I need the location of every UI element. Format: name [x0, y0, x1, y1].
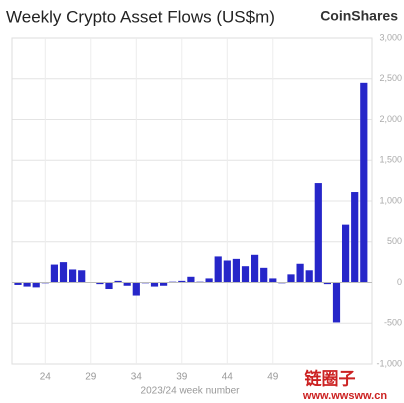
bar — [105, 282, 113, 290]
bar — [114, 280, 122, 283]
bar — [214, 256, 222, 283]
y-tick-label: 2,000 — [379, 114, 402, 124]
bar — [123, 282, 131, 286]
bar — [360, 82, 368, 283]
x-tick-label: 49 — [267, 372, 279, 383]
bar — [178, 280, 186, 283]
bar — [342, 224, 350, 283]
bar — [132, 282, 140, 296]
x-tick-label: 24 — [40, 372, 52, 383]
bar — [50, 264, 58, 283]
y-tick-label: 1,500 — [379, 155, 402, 165]
x-axis-title: 2023/24 week number — [141, 386, 241, 397]
bar — [296, 263, 304, 283]
bar — [160, 282, 168, 286]
bar — [23, 282, 31, 287]
watermark-title: 链圈子 — [305, 368, 356, 388]
y-tick-label: -1,000 — [376, 358, 402, 368]
bar — [241, 266, 250, 283]
bar — [205, 278, 213, 283]
chart-title: Weekly Crypto Asset Flows (US$m) — [6, 7, 275, 26]
bar — [150, 282, 159, 287]
x-tick-label: 39 — [176, 372, 188, 383]
bar — [314, 183, 322, 283]
watermark-url: www.wwsww.cn — [302, 390, 387, 402]
y-tick-label: 500 — [387, 236, 402, 246]
bar — [305, 270, 313, 283]
y-tick-label: 3,000 — [379, 32, 402, 42]
bar — [187, 276, 195, 283]
y-tick-label: 1,000 — [379, 195, 402, 205]
bar — [323, 282, 331, 285]
bar — [223, 260, 231, 283]
plot-frame — [11, 37, 373, 365]
bar — [287, 274, 295, 283]
x-tick-label: 44 — [222, 372, 234, 383]
y-tick-label: -500 — [384, 318, 402, 328]
bar — [96, 282, 104, 285]
bar — [232, 258, 240, 283]
bar — [351, 192, 359, 283]
bar — [78, 270, 86, 283]
bar — [32, 282, 40, 288]
bar — [269, 278, 277, 283]
bar — [14, 282, 22, 285]
bar — [332, 282, 341, 323]
bar — [59, 262, 68, 283]
y-tick-label: 2,500 — [379, 73, 402, 83]
brand-logo: CoinShares — [320, 8, 398, 24]
y-tick-label: 0 — [397, 277, 402, 287]
x-tick-label: 34 — [131, 372, 143, 383]
bar — [260, 267, 268, 283]
bar — [251, 254, 259, 283]
bar — [69, 269, 77, 283]
x-tick-label: 29 — [85, 372, 97, 383]
